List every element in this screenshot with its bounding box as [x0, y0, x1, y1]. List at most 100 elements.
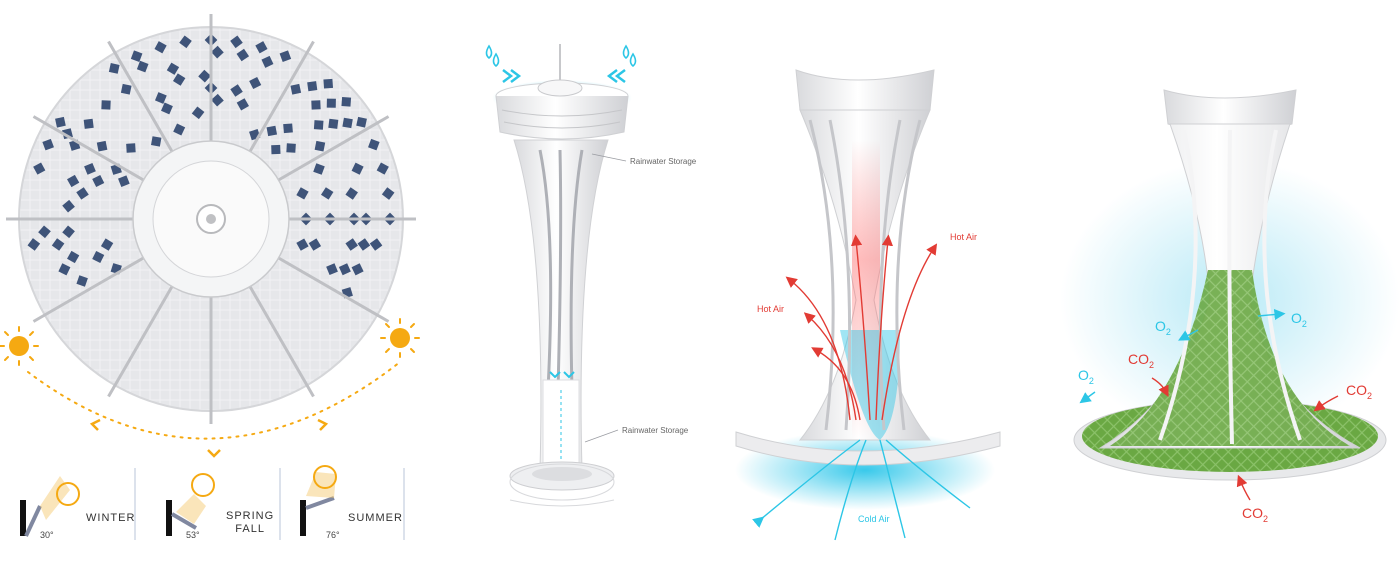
hot-air-label-right: Hot Air — [950, 232, 977, 242]
solar-tile — [279, 50, 292, 62]
chevron-icon — [89, 418, 101, 431]
solar-tile — [198, 69, 211, 83]
solar-tile — [286, 143, 296, 153]
solar-tile — [84, 162, 96, 175]
o2-label: O2 — [1155, 318, 1171, 337]
solar-tile — [172, 73, 186, 86]
solar-tile — [345, 187, 358, 200]
solar-tile — [100, 238, 114, 251]
solar-tile — [76, 275, 88, 287]
solar-tile — [357, 238, 371, 251]
solar-tile — [83, 118, 94, 129]
solar-tile — [211, 45, 224, 59]
spoke — [270, 115, 390, 186]
angle-label-winter: 30° — [40, 530, 54, 540]
season-label-summer: SUMMER — [348, 512, 403, 524]
season-label-springfall: SPRING FALL — [226, 510, 275, 535]
solar-tiles — [27, 33, 397, 299]
co2-label: CO2 — [1242, 505, 1268, 524]
rainwater-tower — [492, 44, 632, 507]
solar-tile — [161, 102, 173, 115]
solar-tile — [326, 263, 338, 276]
spoke — [244, 40, 315, 160]
solar-tile — [179, 35, 192, 49]
solar-tile — [96, 140, 108, 152]
cold-air-label: Cold Air — [858, 514, 890, 524]
chevron-icon — [502, 69, 522, 83]
solar-tile — [376, 162, 389, 175]
sun-icon — [380, 318, 420, 358]
solar-tile — [296, 238, 309, 251]
solar-tile — [313, 120, 324, 130]
solar-tile — [92, 174, 105, 188]
co2-label: CO2 — [1346, 382, 1372, 401]
solar-tile — [308, 238, 322, 251]
solar-tile — [249, 76, 262, 90]
solar-tile — [120, 83, 132, 95]
spoke — [107, 40, 178, 160]
angle-label-summer: 76° — [326, 530, 340, 540]
solar-tile — [338, 263, 351, 276]
solar-tile — [154, 41, 167, 54]
solar-tile — [342, 117, 353, 129]
solar-tile — [283, 123, 293, 134]
solar-tile — [311, 100, 321, 110]
spoke — [107, 278, 178, 398]
solar-tile — [62, 225, 75, 239]
structure-spokes — [6, 14, 416, 424]
solar-tile — [62, 199, 75, 213]
season-winter-diagram — [20, 468, 136, 540]
solar-tile — [326, 98, 336, 108]
solar-tile — [314, 140, 326, 152]
hot-air-label-left: Hot Air — [757, 304, 784, 314]
solar-tile — [33, 162, 46, 175]
solar-tile — [351, 263, 364, 276]
solar-tile — [51, 238, 65, 251]
spoke — [244, 278, 315, 398]
solar-tile — [27, 238, 41, 251]
solar-panel-topview — [6, 14, 416, 424]
solar-tile — [341, 96, 352, 107]
solar-tile — [118, 175, 130, 187]
solar-tile — [130, 50, 143, 62]
solar-tile — [58, 263, 71, 276]
solar-tile — [307, 81, 318, 92]
solar-tile — [236, 98, 249, 111]
solar-tile — [236, 48, 250, 62]
solar-tile — [67, 174, 80, 188]
solar-tile — [38, 225, 51, 239]
solar-tile — [55, 116, 66, 128]
solar-tile — [323, 78, 334, 89]
solar-tile — [230, 84, 243, 97]
season-label-winter: WINTER — [86, 512, 136, 524]
solar-tile — [92, 250, 105, 264]
solar-tile — [368, 138, 380, 151]
o2-label: O2 — [1291, 310, 1307, 329]
rainwater-label-top: Rainwater Storage — [630, 157, 697, 166]
solar-tile — [101, 100, 111, 110]
solar-tile — [211, 93, 224, 107]
solar-tile — [321, 187, 334, 200]
solar-tile — [266, 125, 278, 137]
o2-label: O2 — [1078, 367, 1094, 386]
co2-label: CO2 — [1128, 351, 1154, 370]
solar-tile — [151, 136, 162, 147]
season-summer-diagram — [300, 465, 405, 540]
chevron-icon — [549, 371, 575, 379]
solar-tile — [313, 163, 325, 175]
solar-tile — [76, 187, 89, 200]
solar-tile — [290, 83, 302, 95]
solar-tile — [369, 238, 383, 251]
solar-tile — [356, 116, 367, 128]
solar-tile — [42, 138, 54, 151]
solar-tile — [351, 162, 364, 175]
solar-tile — [328, 118, 339, 129]
solar-tile — [67, 250, 80, 264]
airflow-tower — [735, 69, 1001, 510]
solar-tile — [173, 123, 186, 136]
solar-tile — [166, 62, 180, 75]
solar-tile — [381, 187, 395, 200]
solar-tile — [154, 92, 167, 104]
solar-tile — [136, 60, 149, 73]
spoke — [32, 115, 152, 186]
